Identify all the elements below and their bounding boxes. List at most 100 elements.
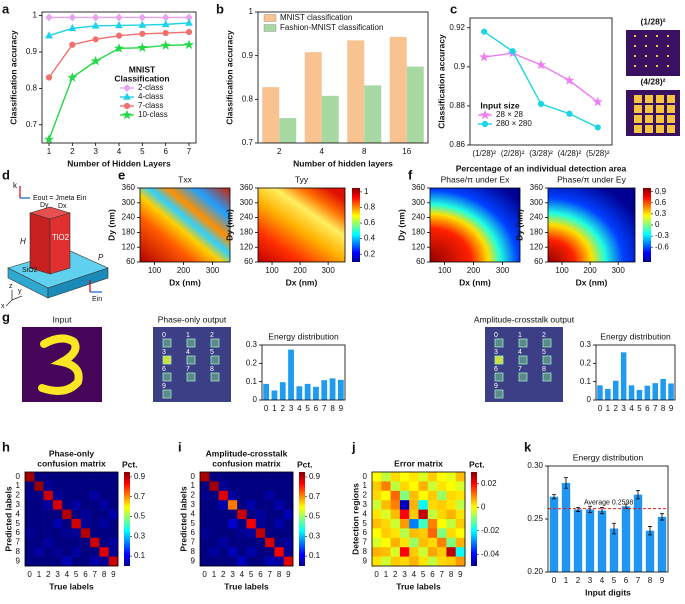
x-tick-label: 7: [187, 147, 192, 156]
bar: [288, 349, 294, 400]
inset-detector: [667, 35, 669, 37]
colorbar: [643, 188, 651, 262]
heat-cell: [265, 537, 275, 548]
heat-cell: [399, 528, 410, 539]
colorbar-tick-label: 0.3: [655, 209, 667, 218]
y-axis-label: Dy (nm): [224, 209, 234, 241]
heat-cell: [25, 528, 35, 539]
y-tick-label: 0.8: [26, 84, 38, 93]
heat-cell: [43, 547, 54, 557]
heat-cell: [80, 500, 91, 510]
detector-label: 3: [494, 349, 498, 356]
heat-cell: [62, 528, 72, 539]
heat-cell: [25, 481, 35, 492]
heat-cell: [265, 490, 275, 501]
chart-title: Txx: [178, 174, 192, 184]
detector: [542, 338, 552, 348]
y-tick-label: 2: [16, 491, 21, 500]
bar: [313, 386, 319, 400]
heat-cell: [246, 537, 257, 548]
x-tick-label: 7: [268, 570, 273, 579]
inset-detector: [667, 95, 675, 103]
x-tick-label: 2: [393, 570, 398, 579]
heat-cell: [437, 500, 447, 510]
heat-cell: [108, 547, 119, 557]
marker: [184, 39, 194, 49]
heat-cell: [274, 528, 284, 539]
x-tick-label: 3: [402, 570, 407, 579]
heat-cell: [237, 519, 247, 529]
detector-label: 5: [542, 349, 546, 356]
panel-label: e: [118, 167, 125, 182]
chart-title: Phase/π under Ex: [441, 174, 510, 184]
panel-label: i: [178, 439, 182, 454]
inset-detector: [634, 95, 642, 103]
heat-cell: [99, 509, 109, 520]
heat-cell: [446, 537, 456, 548]
heat-cell: [80, 519, 91, 529]
y-axis-label: Dy (nm): [106, 209, 116, 241]
heat-cell: [62, 500, 72, 510]
heat-cell: [71, 556, 82, 567]
heat-cell: [200, 500, 210, 510]
heat-cell: [209, 509, 219, 520]
heat-cell: [25, 509, 35, 520]
x-tick-label: 0: [552, 576, 557, 585]
field-image: [548, 188, 635, 262]
heat-cell: [427, 509, 438, 520]
inset-detector: [656, 55, 658, 57]
y-tick-label: 6: [16, 528, 21, 537]
heat-cell: [99, 537, 109, 548]
plot-frame: [139, 187, 231, 263]
heat-cell: [52, 490, 63, 501]
y-tick-label: 1: [363, 481, 368, 490]
x-tick-label: 100: [148, 266, 162, 275]
colorbar-tick-label: 0: [481, 502, 486, 511]
detector: [542, 355, 552, 365]
x-axis-label: Number of Hidden Layers: [67, 158, 171, 168]
colorbar-tick-label: 0.1: [309, 551, 321, 560]
x-tick-label: 8: [102, 570, 107, 579]
marker: [68, 13, 77, 22]
y-tick-label: 240: [240, 213, 254, 222]
heat-cell: [200, 509, 210, 520]
input-title: Input: [53, 314, 73, 324]
heat-cell: [90, 472, 100, 482]
x-tick-label: 7: [653, 404, 658, 413]
heat-cell: [372, 537, 382, 548]
chart-title: Energy distribution: [600, 331, 671, 341]
x-tick-label: 4: [65, 570, 70, 579]
marker: [592, 96, 603, 107]
legend-label: Fashion-MNIST classification: [280, 23, 383, 32]
marker: [537, 100, 545, 108]
marker: [68, 24, 77, 32]
chart-title: confusion matrix: [37, 458, 106, 468]
detector: [518, 338, 528, 348]
heat-cell: [455, 500, 466, 510]
heat-cell: [255, 537, 266, 548]
heat-cell: [237, 509, 247, 520]
detector: [494, 372, 504, 382]
legend-swatch: [263, 24, 277, 32]
heat-cell: [90, 481, 100, 492]
y-tick-label: 120: [412, 242, 426, 251]
heat-cell: [200, 481, 210, 492]
heat-cell: [418, 490, 429, 501]
colorbar-tick-label: 0.7: [134, 492, 146, 501]
heat-cell: [80, 537, 91, 548]
heat-cell: [90, 547, 100, 557]
x-label: x: [1, 303, 5, 310]
inset-detector: [645, 45, 647, 47]
plot-frame: [257, 11, 429, 144]
heat-cell: [108, 509, 119, 520]
x-axis-label: True labels: [396, 581, 441, 591]
y-tick-label: 0.30: [527, 461, 543, 470]
x-tick-label: 6: [645, 404, 650, 413]
legend-label: 4-class: [138, 92, 163, 101]
heat-cell: [62, 556, 72, 567]
heat-cell: [399, 472, 410, 482]
y-tick-label: 0.86: [449, 140, 465, 149]
y-tick-label: 0.3: [580, 340, 592, 349]
heat-cell: [255, 500, 266, 510]
chart-title: Phase-only: [49, 448, 95, 458]
